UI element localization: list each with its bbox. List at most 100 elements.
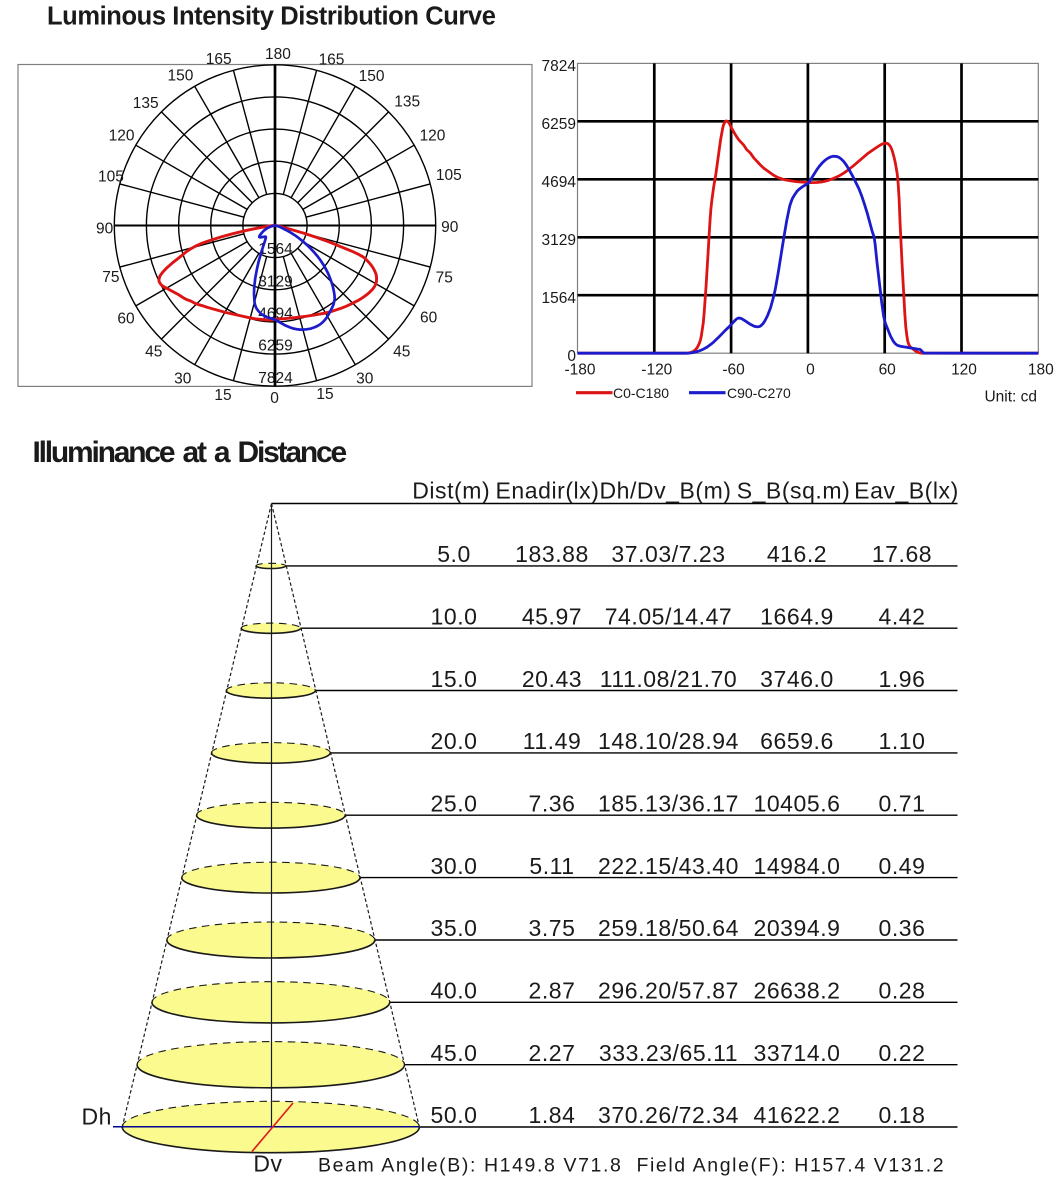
svg-text:0.28: 0.28	[879, 978, 926, 1004]
svg-text:416.2: 416.2	[767, 541, 827, 567]
svg-text:0.36: 0.36	[879, 915, 926, 941]
svg-text:15.0: 15.0	[431, 666, 478, 692]
svg-text:20394.9: 20394.9	[754, 915, 841, 941]
svg-text:Beam Angle(B): H149.8 V71.8 F: Beam Angle(B): H149.8 V71.8 Field Angle(…	[318, 1154, 945, 1176]
svg-text:45: 45	[393, 344, 410, 361]
svg-text:-60: -60	[722, 362, 745, 379]
svg-text:2.87: 2.87	[529, 978, 576, 1004]
svg-text:165: 165	[206, 51, 232, 68]
svg-text:222.15/43.40: 222.15/43.40	[598, 853, 739, 879]
svg-text:15: 15	[214, 387, 231, 404]
svg-text:14984.0: 14984.0	[754, 853, 841, 879]
svg-text:35.0: 35.0	[431, 915, 478, 941]
svg-text:90: 90	[441, 219, 459, 236]
svg-text:20.0: 20.0	[431, 728, 478, 754]
svg-text:7824: 7824	[542, 58, 577, 75]
svg-text:33714.0: 33714.0	[754, 1040, 841, 1066]
svg-text:74.05/14.47: 74.05/14.47	[605, 603, 733, 629]
svg-text:7.36: 7.36	[529, 791, 576, 817]
svg-text:1.96: 1.96	[879, 666, 926, 692]
svg-text:15: 15	[316, 386, 333, 403]
svg-text:120: 120	[951, 362, 977, 379]
svg-text:120: 120	[109, 127, 135, 144]
svg-text:45: 45	[145, 344, 162, 361]
svg-text:25.0: 25.0	[431, 791, 478, 817]
svg-text:Dh: Dh	[81, 1104, 112, 1130]
svg-text:5.11: 5.11	[529, 853, 574, 879]
svg-text:1564: 1564	[542, 290, 577, 307]
svg-text:1.84: 1.84	[529, 1102, 576, 1128]
svg-text:30.0: 30.0	[431, 853, 478, 879]
svg-text:50.0: 50.0	[431, 1102, 478, 1128]
svg-text:105: 105	[98, 169, 124, 186]
svg-text:60: 60	[117, 310, 135, 327]
svg-text:-120: -120	[641, 362, 672, 379]
svg-text:135: 135	[394, 94, 420, 111]
svg-text:10405.6: 10405.6	[754, 791, 841, 817]
svg-text:333.23/65.11: 333.23/65.11	[599, 1040, 738, 1066]
svg-text:135: 135	[133, 95, 159, 112]
svg-text:296.20/57.87: 296.20/57.87	[598, 978, 739, 1004]
svg-text:4694: 4694	[542, 174, 577, 191]
svg-text:45.0: 45.0	[431, 1040, 478, 1066]
svg-text:165: 165	[319, 51, 345, 68]
svg-text:150: 150	[359, 68, 385, 85]
svg-text:60: 60	[420, 310, 438, 327]
svg-text:75: 75	[102, 269, 119, 286]
svg-text:185.13/36.17: 185.13/36.17	[598, 791, 739, 817]
svg-text:40.0: 40.0	[431, 978, 478, 1004]
svg-text:C90-C270: C90-C270	[727, 385, 791, 401]
svg-text:0.22: 0.22	[879, 1040, 926, 1066]
svg-text:3746.0: 3746.0	[760, 666, 834, 692]
svg-text:75: 75	[436, 270, 453, 287]
svg-text:S_B(sq.m): S_B(sq.m)	[737, 477, 851, 503]
svg-text:C0-C180: C0-C180	[613, 385, 669, 401]
svg-text:0: 0	[806, 362, 815, 379]
svg-text:Unit: cd: Unit: cd	[984, 389, 1037, 406]
svg-text:Dh/Dv_B(m): Dh/Dv_B(m)	[599, 477, 731, 503]
svg-text:41622.2: 41622.2	[754, 1102, 841, 1128]
svg-text:20.43: 20.43	[522, 666, 582, 692]
svg-text:Eav_B(lx): Eav_B(lx)	[854, 477, 959, 503]
svg-text:1664.9: 1664.9	[760, 603, 834, 629]
svg-text:0: 0	[567, 348, 576, 365]
svg-text:120: 120	[420, 128, 446, 145]
svg-text:2.27: 2.27	[529, 1040, 576, 1066]
svg-text:180: 180	[1028, 362, 1054, 379]
svg-text:Enadir(lx): Enadir(lx)	[496, 477, 600, 503]
svg-text:Dv: Dv	[253, 1151, 282, 1177]
svg-text:30: 30	[356, 370, 374, 387]
svg-text:1.10: 1.10	[879, 728, 926, 754]
svg-text:Luminous Intensity Distributio: Luminous Intensity Distribution Curve	[47, 3, 496, 31]
svg-text:30: 30	[174, 370, 192, 387]
svg-text:3129: 3129	[542, 232, 576, 249]
svg-text:0.71: 0.71	[879, 791, 926, 817]
svg-text:6259: 6259	[542, 116, 576, 133]
svg-text:259.18/50.64: 259.18/50.64	[598, 915, 739, 941]
svg-text:-180: -180	[564, 362, 595, 379]
svg-text:11.49: 11.49	[523, 728, 582, 754]
svg-text:5.0: 5.0	[437, 541, 471, 567]
svg-text:4.42: 4.42	[879, 603, 926, 629]
svg-text:3.75: 3.75	[529, 915, 576, 941]
svg-text:150: 150	[167, 67, 193, 84]
svg-text:370.26/72.34: 370.26/72.34	[598, 1102, 739, 1128]
svg-text:17.68: 17.68	[872, 541, 932, 567]
svg-text:105: 105	[436, 167, 462, 184]
svg-text:183.88: 183.88	[515, 541, 589, 567]
svg-text:26638.2: 26638.2	[754, 978, 841, 1004]
svg-text:0: 0	[270, 390, 279, 407]
svg-text:Dist(m): Dist(m)	[412, 477, 490, 503]
svg-text:37.03/7.23: 37.03/7.23	[611, 541, 725, 567]
svg-text:148.10/28.94: 148.10/28.94	[598, 728, 739, 754]
svg-text:60: 60	[879, 362, 897, 379]
svg-text:Illuminance at a Distance: Illuminance at a Distance	[33, 436, 347, 469]
svg-text:10.0: 10.0	[431, 603, 478, 629]
svg-text:6659.6: 6659.6	[760, 728, 834, 754]
svg-text:111.08/21.70: 111.08/21.70	[600, 666, 737, 692]
svg-text:45.97: 45.97	[522, 603, 582, 629]
svg-text:0.18: 0.18	[879, 1102, 926, 1128]
svg-text:0.49: 0.49	[879, 853, 926, 879]
svg-text:90: 90	[96, 220, 114, 237]
svg-text:180: 180	[265, 46, 291, 63]
